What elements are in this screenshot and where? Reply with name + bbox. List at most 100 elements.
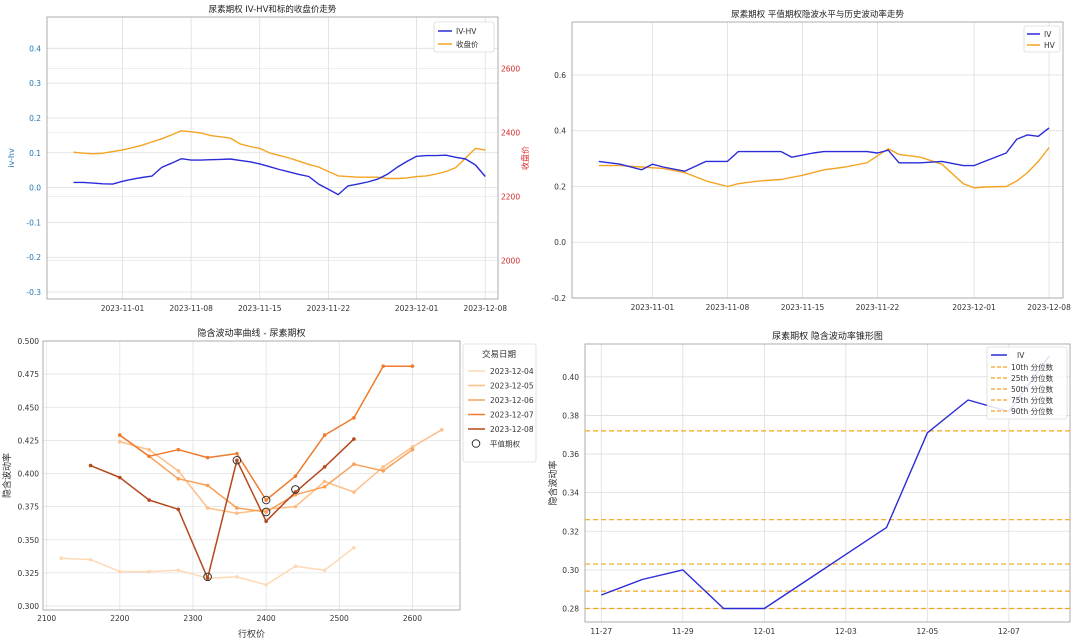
chart3-atm-marker <box>291 485 300 494</box>
chart3-series-point <box>322 568 327 573</box>
chart3-legend-atm-label: 平值期权 <box>490 439 520 449</box>
chart3-y-axis-label: 隐含波动率 <box>1 453 13 498</box>
chart1-y2-tick-label: 2200 <box>501 192 520 201</box>
chart3-series-point <box>88 557 93 562</box>
chart1-title: 尿素期权 IV-HV和标的收盘价走势 <box>209 4 337 15</box>
chart3-series-point <box>176 469 181 473</box>
chart3-x-tick-label: 2400 <box>257 614 276 623</box>
chart1-y-tick-label: -0.2 <box>26 253 41 262</box>
chart3-series-point <box>381 465 385 469</box>
chart2-plot-area <box>571 21 1064 299</box>
chart4-x-tick-label: 12-07 <box>998 627 1020 636</box>
chart3-series-point <box>235 451 239 456</box>
chart4-y-axis-label: 隐含波动率 <box>547 460 559 505</box>
chart3-series-point <box>410 364 415 368</box>
chart3-series-point <box>118 439 122 444</box>
chart3-x-axis-label: 行权价 <box>238 628 265 640</box>
chart4-legend-label-iv: IV <box>1017 351 1025 360</box>
chart3-legend-atm-marker <box>471 439 481 448</box>
chart4-x-tick-label: 12-01 <box>753 627 775 636</box>
chart3-atm-marker <box>261 495 271 505</box>
chart3-series-point <box>264 498 268 502</box>
chart4-legend-label-percentile: 25th 分位数 <box>1011 373 1054 383</box>
chart3-atm-marker <box>261 507 271 517</box>
chart3-series-point <box>264 510 268 514</box>
chart3-series-point <box>147 498 151 502</box>
chart3-series-point <box>352 416 356 420</box>
chart4-x-tick-label: 11-27 <box>590 627 612 636</box>
chart4-y-tick-label: 0.32 <box>562 527 579 536</box>
chart3-legend-label: 2023-12-07 <box>490 411 534 420</box>
chart4-series-iv-line <box>601 355 1051 610</box>
chart1-x-tick-label: 2023-12-08 <box>463 304 507 313</box>
chart3-y-tick-label: 0.350 <box>18 536 40 545</box>
chart1-y2-tick-label: 2400 <box>501 128 520 137</box>
chart1-y-tick-label: 0.4 <box>29 44 41 53</box>
chart3-series-point <box>147 569 151 574</box>
chart1-y-axis-label: iv-hv <box>7 148 16 168</box>
chart3-x-tick-label: 2300 <box>183 614 202 623</box>
chart4-legend-label-percentile: 90th 分位数 <box>1011 406 1054 416</box>
chart3-series-point <box>264 519 268 524</box>
chart4-y-tick-label: 0.40 <box>562 373 579 382</box>
chart1-y-tick-label: 0.2 <box>29 114 41 123</box>
chart1-y2-axis-label: 收盘价 <box>520 146 530 170</box>
chart3-series-point <box>352 437 356 441</box>
chart3-y-tick-label: 0.400 <box>18 470 40 479</box>
chart4-plot-area <box>584 343 1071 623</box>
chart3-plot-area <box>42 340 461 611</box>
chart3-series-point <box>147 454 151 459</box>
chart3-series-point <box>322 479 327 484</box>
chart1-y-tick-label: 0.0 <box>29 184 41 193</box>
chart3-series-point <box>235 575 239 579</box>
chart3-series-point <box>176 568 181 573</box>
chart2-y-tick-label: 0.2 <box>554 182 566 191</box>
chart1-series-ivhv-line <box>73 154 486 196</box>
chart1-legend-label-ivhv: IV-HV <box>456 27 477 36</box>
chart1-x-tick-label: 2023-11-08 <box>169 304 213 313</box>
chart4-legend-label-percentile: 10th 分位数 <box>1011 362 1054 372</box>
chart3-legend-label: 2023-12-06 <box>490 396 534 405</box>
chart1-x-tick-label: 2023-12-01 <box>395 304 439 313</box>
chart3-series-point <box>293 564 298 569</box>
chart4-legend-label-percentile: 50th 分位数 <box>1011 384 1054 394</box>
chart3-legend-label: 2023-12-05 <box>490 382 534 391</box>
chart3-series-point <box>322 484 327 489</box>
chart3-series-line-4 <box>90 438 355 579</box>
chart3-y-tick-label: 0.325 <box>18 569 40 578</box>
chart3-series-point <box>235 458 239 463</box>
chart4-x-tick-label: 12-03 <box>835 627 857 636</box>
chart3-series-point <box>322 433 327 437</box>
chart3-series-line-1 <box>119 429 443 515</box>
chart2-x-tick-label: 2023-11-22 <box>856 303 900 312</box>
chart3-series-point <box>205 483 210 488</box>
chart3-series-point <box>410 445 415 449</box>
chart3-atm-marker <box>203 572 212 582</box>
chart3-x-tick-label: 2500 <box>330 614 349 623</box>
chart3-series-point <box>147 447 151 452</box>
chart2-x-tick-label: 2023-11-08 <box>706 303 750 312</box>
chart3-series-point <box>118 475 122 480</box>
chart3-series-point <box>176 507 181 512</box>
chart4-y-tick-label: 0.30 <box>562 566 579 575</box>
chart2-series-hv-line <box>598 147 1050 189</box>
chart3-series-point <box>235 506 239 510</box>
chart3-series-point <box>176 477 181 481</box>
chart1-series-close-line <box>73 130 486 180</box>
chart3-series-point <box>235 511 239 516</box>
chart1-plot-area <box>46 16 499 300</box>
chart3-y-tick-label: 0.425 <box>18 436 40 445</box>
chart4-y-tick-label: 0.38 <box>562 411 579 420</box>
chart3-series-point <box>293 504 298 509</box>
chart4-x-tick-label: 12-05 <box>916 627 938 636</box>
chart4-x-tick-label: 11-29 <box>672 627 694 636</box>
chart2-y-tick-label: 0.4 <box>554 127 566 136</box>
chart2-y-tick-label: 0.0 <box>554 238 566 247</box>
chart3-series-point <box>59 556 64 561</box>
chart1-y2-tick-label: 2600 <box>501 64 520 73</box>
chart4-y-tick-label: 0.36 <box>562 450 579 459</box>
chart3-series-point <box>322 465 327 469</box>
chart3-series-point <box>352 462 356 467</box>
chart4-legend-label-percentile: 75th 分位数 <box>1011 395 1054 405</box>
